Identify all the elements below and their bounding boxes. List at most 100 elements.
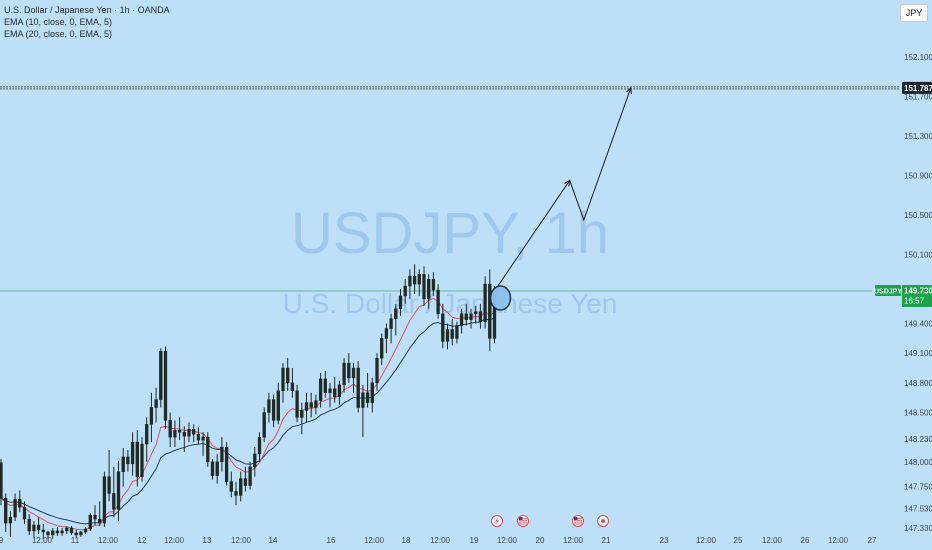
candle-body-up (342, 362, 346, 386)
candle (389, 313, 393, 344)
flash-bolt (495, 517, 499, 525)
candle (469, 308, 473, 329)
candle-body-up (469, 313, 473, 320)
candle (337, 380, 342, 405)
time-tick-label: 25 (734, 536, 743, 545)
time-tick-label: 12:00 (828, 536, 849, 545)
price-tick-label: 151.700 (904, 92, 932, 101)
entry-circle[interactable] (489, 285, 512, 311)
price-tick-label: 152.100 (904, 53, 932, 62)
candle-body-up (149, 407, 154, 425)
candle-body-up (459, 313, 464, 326)
candle-body-up (215, 461, 219, 476)
candle-body-up (281, 367, 285, 391)
current-price-text: 149.730 (904, 287, 932, 296)
time-tick-label: 26 (801, 536, 810, 545)
candle-body-up (116, 471, 121, 510)
candle (380, 333, 384, 366)
target-price-text: 151.787 (904, 84, 932, 93)
candle-body-up (159, 351, 163, 400)
candle-body-up (145, 424, 149, 445)
candle-body-down (168, 420, 172, 438)
candle-body-down (107, 476, 111, 494)
time-tick-label: 12:00 (430, 536, 451, 545)
candle (126, 449, 130, 472)
projection-line[interactable] (494, 87, 632, 292)
flash-event-icon[interactable] (491, 515, 503, 527)
candle-body-down (290, 382, 295, 391)
candle-body-down (365, 392, 370, 403)
candle (112, 466, 116, 518)
candle-body-up (154, 399, 158, 408)
legend-ema-10: EMA (10, close, 0, EMA, 5) (4, 17, 113, 27)
candle (422, 266, 426, 306)
candle (375, 353, 379, 391)
candle (32, 521, 36, 537)
candle (27, 514, 31, 535)
candle-body-up (267, 399, 271, 413)
candle (187, 422, 191, 443)
candle (159, 348, 163, 408)
candle-body-down (422, 273, 426, 300)
candle-body-up (32, 524, 36, 532)
candle-body-up (248, 466, 252, 486)
candle (436, 284, 440, 319)
candle (483, 276, 487, 329)
candle (168, 412, 172, 448)
candle-body-down (229, 481, 233, 492)
candle (309, 392, 313, 418)
candle (267, 392, 271, 423)
entry-circle-shape[interactable] (489, 285, 512, 311)
candle (93, 505, 97, 526)
candle-body-down (36, 524, 41, 531)
candle (314, 394, 318, 415)
projection-drawing[interactable] (494, 86, 632, 292)
us-flag-icon[interactable] (572, 515, 584, 527)
jp-flag-icon[interactable] (597, 515, 609, 527)
candle-body-down (135, 441, 139, 477)
candle (8, 511, 13, 537)
candle (445, 323, 450, 350)
candle-body-up (130, 441, 135, 465)
countdown-text: 16:57 (904, 297, 925, 306)
target-level-line[interactable] (0, 86, 900, 90)
candle-body-down (27, 518, 31, 532)
candle-body-down (177, 429, 182, 433)
candle-body-down (431, 278, 436, 291)
time-tick-label: 21 (602, 536, 611, 545)
price-axis[interactable]: 152.100 151.700 151.300 150.900 150.500 150.1… (904, 53, 932, 533)
time-tick-label: 12:00 (98, 536, 119, 545)
time-axis[interactable]: 9 12:00 11 12:00 12 12:00 13 12:00 14 16 12:00 18 12… (0, 536, 877, 545)
candle-body-up (88, 514, 92, 530)
candle-body-up (13, 499, 17, 518)
candle (304, 392, 309, 423)
candle (22, 501, 27, 525)
candle (455, 321, 459, 344)
currency-button[interactable]: JPY (900, 4, 928, 22)
candle (384, 323, 389, 354)
event-icons[interactable] (491, 515, 609, 527)
candle (351, 363, 356, 393)
candle-body-up (361, 392, 365, 408)
time-tick-label: 12:00 (164, 536, 185, 545)
candle-body-up (417, 273, 421, 285)
price-tick-label: 150.500 (904, 211, 932, 220)
us-flag-icon[interactable] (517, 515, 529, 527)
candle-body-up (262, 412, 266, 438)
candle (257, 432, 262, 462)
price-tick-label: 150.100 (904, 250, 932, 259)
candle (4, 493, 8, 532)
candle (65, 526, 69, 534)
candle (55, 527, 60, 536)
symbol-tag: USDJPY (874, 285, 902, 297)
candle-body-down (478, 311, 483, 322)
candle (149, 392, 154, 443)
candle (295, 384, 299, 423)
candle (13, 493, 17, 522)
candle (262, 407, 266, 443)
price-tick-label: 149.400 (904, 320, 932, 329)
candle-body-up (328, 388, 332, 393)
